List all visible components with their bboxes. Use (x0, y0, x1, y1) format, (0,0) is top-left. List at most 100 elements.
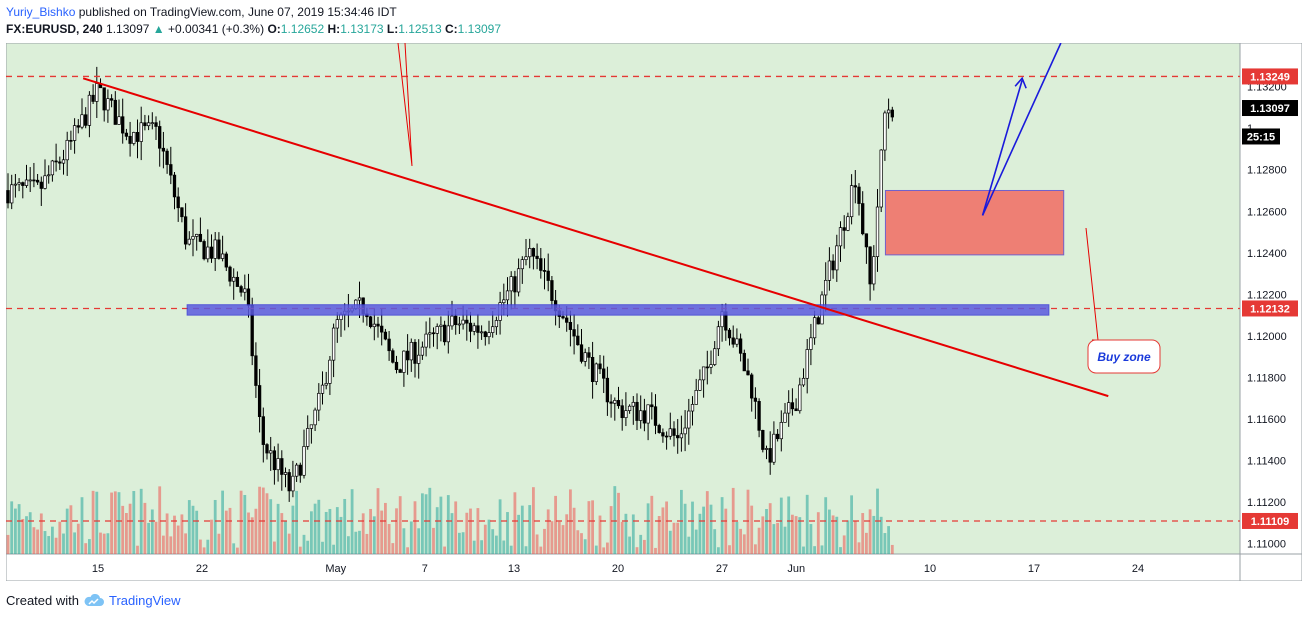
volume-bar (498, 499, 502, 554)
volume-bar (446, 495, 450, 554)
candle-body (328, 359, 332, 384)
volume-bar (17, 504, 21, 554)
volume-bar (280, 513, 284, 554)
volume-bar (698, 513, 702, 554)
volume-bar (421, 493, 424, 554)
candle-body (158, 126, 162, 149)
volume-bar (569, 489, 572, 554)
tradingview-brand[interactable]: TradingView (108, 593, 181, 608)
volume-bar (594, 545, 598, 554)
candle-body (805, 349, 809, 379)
candle-body (639, 410, 643, 421)
candle-body (102, 87, 106, 111)
volume-bar (506, 512, 509, 554)
candle-body (183, 216, 188, 245)
author-link[interactable]: Yuriy_Bishko (6, 5, 76, 19)
volume-bar (532, 487, 535, 554)
buy-zone-callout-box (1087, 339, 1161, 374)
candle-body (886, 109, 891, 114)
candle-body (516, 268, 521, 293)
candle-body (235, 276, 240, 287)
volume-bar (802, 546, 805, 554)
volume-bar (546, 509, 550, 554)
price-axis-tick: 1.11400 (1247, 456, 1286, 468)
candle-body (10, 184, 14, 204)
volume-bar (73, 532, 76, 554)
candle-body (468, 322, 473, 332)
volume-bar (287, 533, 291, 554)
volume-bar (358, 530, 361, 554)
chart-area[interactable]: Buy zone 1.13200 1.12800 1.12600 1.12400 1.12… (6, 43, 1302, 581)
candle-body (405, 350, 410, 361)
volume-bar (328, 508, 332, 554)
volume-bar (668, 530, 672, 554)
volume-bar (635, 547, 639, 554)
candle-body (180, 207, 184, 218)
volume-bar (879, 516, 883, 554)
volume-bar (469, 508, 472, 554)
volume-bar (298, 546, 302, 554)
time-axis-label: 22 (196, 563, 208, 575)
candle-body (139, 122, 143, 142)
volume-bar (387, 524, 391, 554)
volume-bar (702, 506, 705, 554)
volume-bar (184, 533, 187, 554)
volume-bar (576, 530, 580, 554)
volume-bar (154, 521, 158, 554)
candle-body (420, 346, 425, 356)
volume-bar (676, 522, 680, 554)
volume-bar (850, 495, 853, 554)
volume-bar (384, 502, 387, 554)
candle-body (650, 404, 654, 408)
volume-bar (694, 529, 698, 554)
candle-body (417, 354, 421, 364)
volume-bar (380, 510, 384, 554)
candlestick-chart[interactable]: Buy zone 1.13200 1.12800 1.12600 1.12400 1.12… (6, 43, 1302, 581)
volume-bar (376, 488, 380, 554)
candle-body (161, 147, 166, 152)
time-axis-label: 10 (924, 563, 936, 575)
volume-bar (121, 505, 125, 554)
volume-bar (6, 534, 10, 554)
candle-body (472, 325, 476, 332)
candle-body (6, 190, 10, 204)
volume-bar (84, 543, 88, 554)
volume-bar (476, 508, 480, 554)
candle-body (24, 179, 29, 186)
candle-body (291, 475, 295, 492)
candle-body (824, 279, 828, 296)
candle-body (713, 348, 717, 365)
candle-body (187, 238, 191, 245)
candle-body (509, 276, 513, 292)
volume-bar (835, 516, 839, 554)
volume-bar (746, 489, 750, 554)
candle-body (742, 352, 746, 372)
candle-body (113, 99, 117, 125)
volume-bar (509, 545, 513, 554)
volume-bar (273, 541, 276, 554)
volume-bar (176, 525, 180, 554)
volume-bar (206, 539, 210, 554)
volume-bar (606, 542, 609, 554)
candle-body (727, 329, 732, 339)
candle-body (668, 428, 672, 437)
candle-body (657, 425, 661, 433)
candle-body (32, 179, 36, 182)
candle-body (598, 363, 602, 370)
trendline (82, 77, 1109, 398)
candle-body (461, 319, 465, 325)
volume-bar (406, 547, 409, 554)
candle-body (106, 98, 110, 111)
price-axis-tick: 1.12200 (1247, 289, 1287, 301)
volume-bar (768, 503, 772, 554)
volume-bar (709, 504, 713, 554)
volume-bar (228, 507, 232, 554)
candle-body (58, 161, 62, 164)
candle-body (801, 377, 806, 386)
candle-body (579, 344, 584, 362)
volume-bar (210, 519, 213, 554)
volume-bar (302, 534, 306, 554)
candle-body (683, 427, 687, 435)
volume-bar (395, 508, 398, 554)
volume-bar (113, 491, 117, 554)
